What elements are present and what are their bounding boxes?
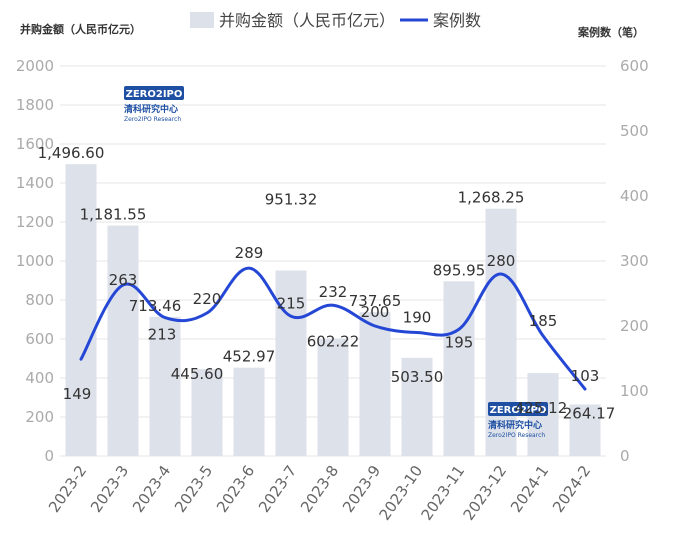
x-tick-label: 2023-3 <box>87 462 132 516</box>
left-tick-label: 0 <box>44 447 54 465</box>
right-tick-label: 300 <box>620 252 649 270</box>
line-value-label: 232 <box>319 283 348 301</box>
bar-series <box>65 164 601 456</box>
x-tick-label: 2024-1 <box>507 462 552 516</box>
right-tick-label: 500 <box>620 122 649 140</box>
line-value-label: 190 <box>403 309 432 327</box>
legend-line-label: 案例数 <box>433 11 481 30</box>
bar-value-label: 1,268.25 <box>458 189 525 207</box>
bar-value-label: 1,496.60 <box>38 144 105 162</box>
watermark-name-en: Zero2IPO Research <box>488 432 545 439</box>
watermark-name-en: Zero2IPO Research <box>124 116 181 123</box>
bar <box>65 164 97 456</box>
x-tick-label: 2023-2 <box>45 462 90 516</box>
bar-value-label: 1,181.55 <box>80 206 147 224</box>
left-tick-label: 200 <box>25 408 54 426</box>
bar <box>107 225 139 456</box>
x-tick-label: 2023-7 <box>255 462 300 516</box>
bar-value-label: 452.97 <box>223 348 276 366</box>
line-value-label: 195 <box>445 333 474 351</box>
line-value-label: 103 <box>571 367 600 385</box>
x-tick-label: 2023-4 <box>129 462 174 516</box>
legend-bar-label: 并购金额（人民币亿元） <box>219 11 395 30</box>
line-value-label: 263 <box>109 271 138 289</box>
bar <box>275 270 307 456</box>
watermark-top: ZERO2IPO 清科研究中心 Zero2IPO Research <box>124 86 184 123</box>
watermark-name-cn: 清科研究中心 <box>488 419 542 431</box>
line-value-label: 289 <box>235 244 264 262</box>
legend: 并购金额（人民币亿元） 案例数 <box>190 11 481 30</box>
line-value-label: 149 <box>63 385 92 403</box>
left-tick-label: 1800 <box>16 96 54 114</box>
right-tick-label: 0 <box>620 447 630 465</box>
watermark-logo-box <box>488 402 548 416</box>
right-tick-label: 100 <box>620 382 649 400</box>
x-tick-label: 2023-8 <box>297 462 342 516</box>
bar <box>569 404 601 456</box>
left-tick-label: 1400 <box>16 174 54 192</box>
case-count-line <box>79 266 587 391</box>
line-value-label: 220 <box>193 290 222 308</box>
bar-value-label: 503.50 <box>391 368 444 386</box>
bar <box>317 338 349 456</box>
bar-value-label: 737.65 <box>349 292 402 310</box>
watermark-logo-box <box>124 86 184 100</box>
line-value-label: 280 <box>487 252 516 270</box>
line-value-label: 215 <box>277 294 306 312</box>
watermark-name-cn: 清科研究中心 <box>124 103 178 115</box>
bar-value-label: 895.95 <box>433 261 486 279</box>
right-axis-title: 案例数（笔） <box>577 25 644 39</box>
line-value-label: 213 <box>148 326 177 344</box>
x-tick-label: 2023-12 <box>460 462 511 524</box>
bar-value-label: 445.60 <box>171 365 224 383</box>
watermark-brand: ZERO2IPO <box>490 405 547 416</box>
bar <box>149 316 181 456</box>
left-axis-title: 并购金额（人民币亿元） <box>20 22 141 36</box>
x-tick-label: 2023-9 <box>339 462 384 516</box>
watermark-brand: ZERO2IPO <box>126 89 183 100</box>
legend-bar-swatch <box>190 12 214 28</box>
left-tick-label: 1000 <box>16 252 54 270</box>
right-tick-label: 600 <box>620 57 649 75</box>
x-tick-label: 2023-5 <box>171 462 216 516</box>
bar <box>233 367 265 456</box>
left-axis-ticks: 0 200 400 600 800 1000 1200 1400 1600 1800 2000 <box>16 57 54 465</box>
line-value-labels: 149 263 213 220 289 215 232 200 190 195 280 185 103 <box>63 244 600 403</box>
bar-value-label: 425.12 <box>515 399 568 417</box>
right-tick-label: 400 <box>620 187 649 205</box>
bar-value-label: 264.17 <box>563 404 616 422</box>
x-axis-ticks: 2023-22023-32023-42023-52023-62023-72023… <box>45 462 594 524</box>
left-tick-label: 1200 <box>16 213 54 231</box>
bar <box>191 369 223 456</box>
left-tick-label: 2000 <box>16 57 54 75</box>
bar <box>485 208 517 456</box>
right-axis-ticks: 0 100 200 300 400 500 600 <box>620 57 649 465</box>
bar <box>401 357 433 456</box>
line-value-label: 185 <box>529 312 558 330</box>
left-tick-label: 800 <box>25 291 54 309</box>
bar-value-label: 602.22 <box>307 333 360 351</box>
right-tick-label: 200 <box>620 317 649 335</box>
left-tick-label: 1600 <box>16 135 54 153</box>
bar-value-label: 951.32 <box>265 190 318 208</box>
bar <box>359 312 391 456</box>
watermark-bottom: ZERO2IPO 清科研究中心 Zero2IPO Research <box>488 402 548 439</box>
bar <box>443 281 475 456</box>
x-tick-label: 2023-6 <box>213 462 258 516</box>
line-value-label: 200 <box>361 303 390 321</box>
x-tick-label: 2024-2 <box>549 462 594 516</box>
bar-value-label: 713.46 <box>129 297 182 315</box>
left-tick-label: 400 <box>25 369 54 387</box>
left-tick-label: 600 <box>25 330 54 348</box>
